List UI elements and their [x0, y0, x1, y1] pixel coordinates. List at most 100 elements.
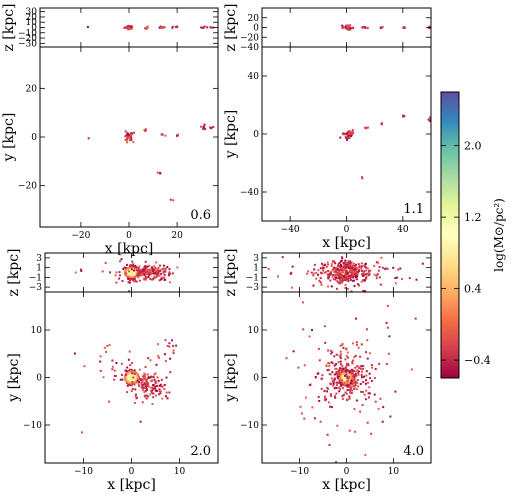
density-pixel: [365, 266, 367, 269]
density-pixel: [360, 262, 363, 265]
density-pixel: [131, 388, 134, 391]
density-pixel: [355, 278, 358, 281]
density-pixel: [339, 353, 342, 356]
density-pixel: [330, 271, 332, 274]
density-pixel: [353, 430, 356, 433]
density-pixel: [368, 396, 370, 399]
density-pixel: [83, 365, 86, 368]
density-pixel: [374, 400, 377, 403]
density-pixel: [152, 270, 155, 273]
density-pixel: [318, 359, 321, 362]
density-pixel: [353, 408, 356, 410]
density-pixel: [147, 376, 150, 379]
density-pixel: [345, 132, 348, 135]
density-pixel: [342, 268, 345, 271]
density-pixel: [346, 377, 349, 380]
density-pixel: [359, 383, 362, 385]
density-pixel: [344, 374, 347, 377]
density-pixel: [327, 273, 330, 276]
density-pixel: [362, 391, 364, 393]
density-pixel: [341, 27, 344, 29]
density-pixel: [335, 384, 338, 386]
density-pixel: [378, 362, 381, 365]
density-pixel: [146, 25, 149, 28]
density-pixel: [366, 126, 369, 129]
density-pixel: [162, 264, 165, 267]
density-pixel: [356, 382, 359, 385]
density-z-p3: [74, 258, 179, 292]
density-pixel: [331, 351, 334, 354]
density-pixel: [421, 262, 424, 265]
density-pixel: [142, 387, 145, 390]
density-pixel: [149, 277, 152, 280]
density-pixel: [131, 381, 134, 383]
density-pixel: [168, 271, 171, 274]
density-pixel: [122, 268, 125, 270]
density-pixel: [336, 353, 339, 356]
density-pixel: [134, 264, 137, 267]
density-pixel: [115, 271, 118, 274]
density-pixel: [87, 137, 90, 140]
density-pixel: [169, 281, 172, 284]
density-pixel: [369, 269, 372, 272]
density-pixel: [347, 134, 350, 137]
y-tick-label: 20: [26, 84, 38, 94]
density-pixel: [344, 368, 347, 371]
density-pixel: [373, 264, 376, 267]
y-tick-label: −20: [18, 182, 37, 192]
density-pixel: [141, 379, 144, 382]
density-pixel: [126, 366, 129, 369]
density-pixel: [374, 368, 377, 370]
density-pixel: [334, 262, 337, 265]
density-pixel: [103, 346, 106, 349]
density-pixel: [352, 370, 355, 372]
density-pixel: [126, 138, 129, 141]
density-pixel: [302, 328, 305, 331]
density-pixel: [365, 379, 367, 382]
x-axis-label: x [kpc]: [107, 477, 156, 493]
density-pixel: [151, 389, 154, 392]
x-tick-label: 10: [174, 467, 186, 477]
z-axis-label: z [kpc]: [6, 248, 22, 296]
density-pixel: [327, 277, 330, 280]
density-pixel: [108, 400, 111, 403]
density-pixel: [158, 274, 161, 277]
density-pixel: [331, 362, 334, 365]
density-pixel: [351, 279, 354, 282]
density-pixel: [163, 26, 166, 29]
density-pixel: [156, 385, 158, 388]
density-pixel: [104, 261, 107, 264]
density-pixel: [351, 132, 353, 135]
density-pixel: [163, 384, 166, 386]
density-pixel: [340, 266, 343, 269]
density-pixel: [370, 432, 373, 435]
density-pixel: [344, 287, 347, 289]
density-pixel: [354, 381, 357, 383]
density-pixel: [333, 373, 336, 376]
density-pixel: [335, 277, 337, 279]
density-pixel: [337, 271, 340, 274]
density-pixel: [351, 361, 354, 364]
density-pixel: [130, 27, 133, 30]
density-pixel: [346, 27, 349, 30]
density-pixel: [118, 271, 121, 274]
density-pixel: [326, 390, 328, 393]
density-pixel: [356, 369, 359, 372]
density-pixel: [145, 378, 148, 381]
density-pixel: [329, 272, 332, 275]
density-pixel: [371, 366, 374, 369]
density-pixel: [346, 279, 348, 282]
density-pixel: [157, 343, 159, 346]
density-pixel: [297, 366, 300, 369]
density-pixel: [156, 274, 159, 277]
density-pixel: [337, 277, 340, 280]
density-pixel: [330, 285, 333, 288]
density-pixel: [154, 390, 157, 392]
density-pixel: [140, 274, 143, 277]
x-tick-label: 20: [171, 231, 183, 241]
density-pixel: [349, 134, 352, 137]
density-pixel: [362, 279, 365, 282]
density-pixel: [124, 135, 127, 138]
z-axis-label: z [kpc]: [223, 248, 239, 296]
density-pixel: [310, 271, 313, 274]
